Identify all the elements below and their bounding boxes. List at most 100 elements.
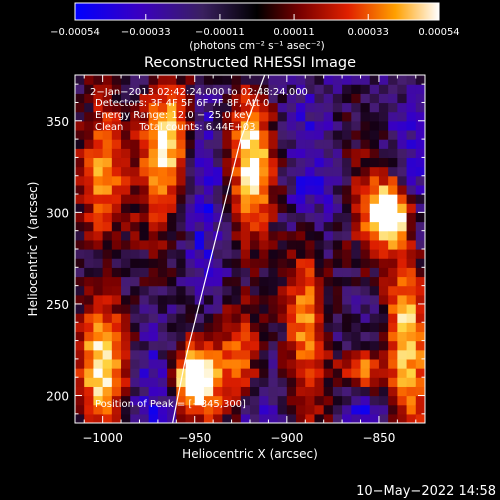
heatmap-cell [167,386,177,397]
heatmap-cell [121,239,131,250]
heatmap-cell [139,194,150,204]
heatmap-cell [286,349,297,360]
heatmap-cell [203,413,214,423]
heatmap-cell [231,129,242,140]
heatmap-cell [351,285,362,296]
heatmap-cell [378,93,389,104]
heatmap-cell [157,349,168,360]
heatmap-cell [286,230,297,241]
heatmap-cell [415,322,425,333]
heatmap-cell [360,349,371,360]
heatmap-cell [415,303,425,314]
heatmap-cell [388,221,398,232]
heatmap-cell [342,239,352,250]
heatmap-cell [139,349,150,360]
heatmap-cell [351,267,362,278]
heatmap-cell [93,230,104,241]
heatmap-cell [286,258,297,268]
heatmap-cell [231,194,242,204]
heatmap-cell [176,276,187,287]
heatmap-cell [139,368,150,378]
heatmap-cell [342,166,352,177]
heatmap-cell [93,84,104,94]
heatmap-cell [213,221,223,232]
heatmap-cell [369,386,380,397]
heatmap-cell [93,258,104,268]
heatmap-cell [250,413,260,423]
heatmap-cell [286,368,297,378]
heatmap-cell [388,340,398,351]
heatmap-cell [277,239,288,250]
heatmap-cell [240,322,251,333]
heatmap-cell [231,111,242,122]
heatmap-cell [305,395,316,406]
heatmap-cell [342,258,352,268]
heatmap-cell [157,148,168,159]
heatmap-cell [148,139,159,149]
heatmap-cell [75,221,85,232]
heatmap-cell [305,175,316,186]
heatmap-cell [397,267,408,278]
heatmap-cell [185,129,196,140]
heatmap-cell [323,129,334,140]
heatmap-cell [351,120,362,131]
heatmap-cell [231,184,242,195]
heatmap-cell [167,313,177,323]
heatmap-cell [148,358,159,369]
heatmap-cell [369,93,380,104]
heatmap-cell [139,157,150,168]
heatmap-cell [296,313,306,323]
heatmap-cell [332,175,343,186]
heatmap-cell [75,102,85,113]
heatmap-cell [286,322,297,333]
heatmap-cell [222,157,233,168]
heatmap-cell [111,148,122,159]
heatmap-cell [213,75,223,85]
heatmap-cell [194,239,205,250]
heatmap-cell [296,102,306,113]
heatmap-cell [296,203,306,213]
heatmap-cell [93,239,104,250]
heatmap-cell [176,184,187,195]
heatmap-cell [111,404,122,415]
heatmap-cell [342,340,352,351]
heatmap-cell [277,139,288,149]
heatmap-cell [296,212,306,223]
heatmap-cell [157,331,168,342]
heatmap-cell [277,194,288,204]
heatmap-cell [305,258,316,268]
heatmap-cell [185,203,196,213]
heatmap-cell [360,75,371,85]
heatmap-cell [75,249,85,259]
heatmap-cell [388,139,398,149]
heatmap-cell [332,212,343,223]
heatmap-cell [194,102,205,113]
heatmap-cell [157,303,168,314]
heatmap-cell [369,267,380,278]
heatmap-cell [360,139,371,149]
heatmap-cell [130,377,141,387]
heatmap-cell [148,294,159,305]
heatmap-cell [102,157,113,168]
heatmap-cell [332,349,343,360]
heatmap-cell [102,349,113,360]
heatmap-cell [397,102,408,113]
heatmap-cell [102,322,113,333]
heatmap-cell [176,194,187,204]
heatmap-cell [259,395,270,406]
heatmap-cell [102,148,113,159]
heatmap-cell [130,111,141,122]
heatmap-cell [176,175,187,186]
heatmap-cell [102,413,113,423]
heatmap-cell [102,340,113,351]
heatmap-cell [369,221,380,232]
heatmap-cell [139,148,150,159]
heatmap-cell [84,111,95,122]
heatmap-cell [351,303,362,314]
heatmap-cell [102,175,113,186]
heatmap-cell [75,303,85,314]
heatmap-cell [378,111,389,122]
heatmap-cell [268,340,279,351]
heatmap-cell [305,349,316,360]
heatmap-cell [323,93,334,104]
